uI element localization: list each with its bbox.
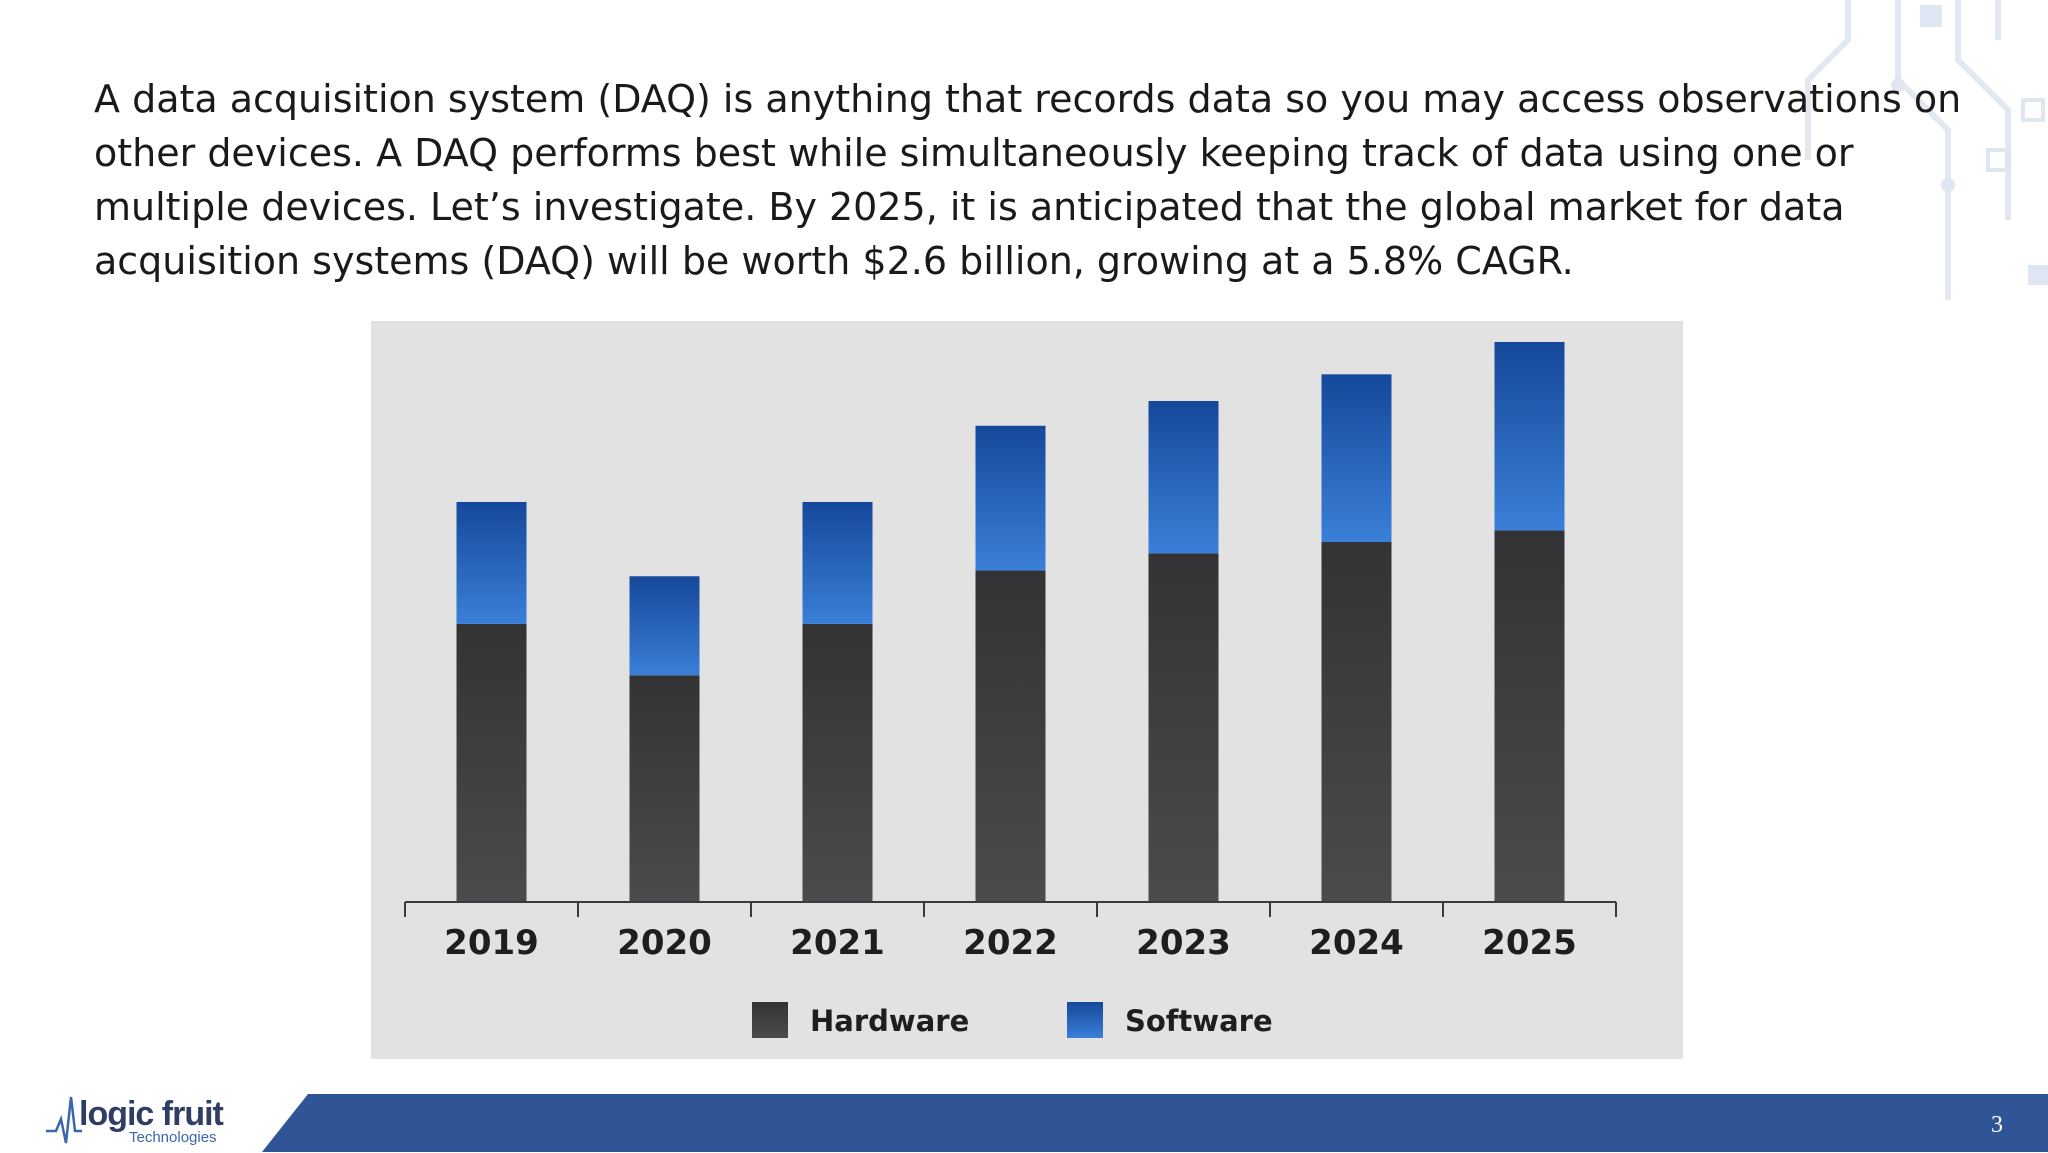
hardware-legend-label: Hardware xyxy=(810,1004,969,1038)
x-tick-label-2021: 2021 xyxy=(790,923,885,963)
software-legend-label: Software xyxy=(1125,1004,1273,1038)
hardware-bar-2022 xyxy=(975,570,1046,902)
hardware-bar-2025 xyxy=(1494,530,1565,902)
hardware-bar-2024 xyxy=(1321,541,1392,902)
software-bar-2024 xyxy=(1321,374,1392,542)
hardware-bar-2021 xyxy=(802,623,873,902)
chart-svg: 2019 2020 2021 2022 2023 2024 2025 2.6 Bn Hardw… xyxy=(404,321,1617,1038)
logo-name: logic fruit xyxy=(79,1095,224,1133)
software-bar-2019 xyxy=(456,501,527,624)
pulse-icon xyxy=(46,1096,82,1144)
daq-market-chart: 2019 2020 2021 2022 2023 2024 2025 2.6 Bn Hardw… xyxy=(371,321,1683,1059)
hardware-legend-swatch xyxy=(752,1002,788,1038)
x-tick-label-2022: 2022 xyxy=(963,923,1058,963)
footer-band xyxy=(262,1094,2048,1152)
x-tick-label-2020: 2020 xyxy=(617,923,712,963)
page-number: 3 xyxy=(1991,1112,2003,1138)
software-bar-2022 xyxy=(975,425,1046,571)
x-tick-label-2019: 2019 xyxy=(444,923,539,963)
software-bar-2023 xyxy=(1148,401,1219,554)
circuit-decoration xyxy=(1805,0,2048,300)
logo-subtitle: Technologies xyxy=(129,1129,217,1146)
hardware-bar-2020 xyxy=(629,675,700,902)
software-legend-swatch xyxy=(1067,1002,1103,1038)
hardware-bar-2023 xyxy=(1148,553,1219,902)
x-tick-label-2023: 2023 xyxy=(1136,923,1231,963)
intro-paragraph: A data acquisition system (DAQ) is anyth… xyxy=(94,77,1962,283)
x-tick-label-2024: 2024 xyxy=(1309,923,1404,963)
hardware-bar-2019 xyxy=(456,623,527,902)
software-bar-2021 xyxy=(802,501,873,624)
total-label-2025: 2.6 Bn xyxy=(1465,321,1587,329)
software-bar-2020 xyxy=(629,576,700,676)
x-tick-label-2025: 2025 xyxy=(1482,923,1577,963)
software-bar-2025 xyxy=(1494,341,1565,531)
company-logo: logic fruit Technologies xyxy=(44,1093,234,1153)
